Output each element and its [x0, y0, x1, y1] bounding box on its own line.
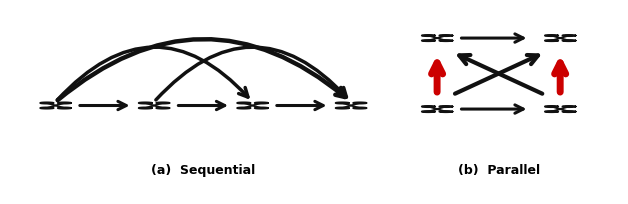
Text: (a)  Sequential: (a) Sequential — [151, 163, 256, 176]
FancyArrowPatch shape — [57, 47, 248, 100]
Text: (b)  Parallel: (b) Parallel — [458, 163, 539, 176]
FancyArrowPatch shape — [156, 47, 347, 100]
FancyArrowPatch shape — [58, 39, 345, 100]
